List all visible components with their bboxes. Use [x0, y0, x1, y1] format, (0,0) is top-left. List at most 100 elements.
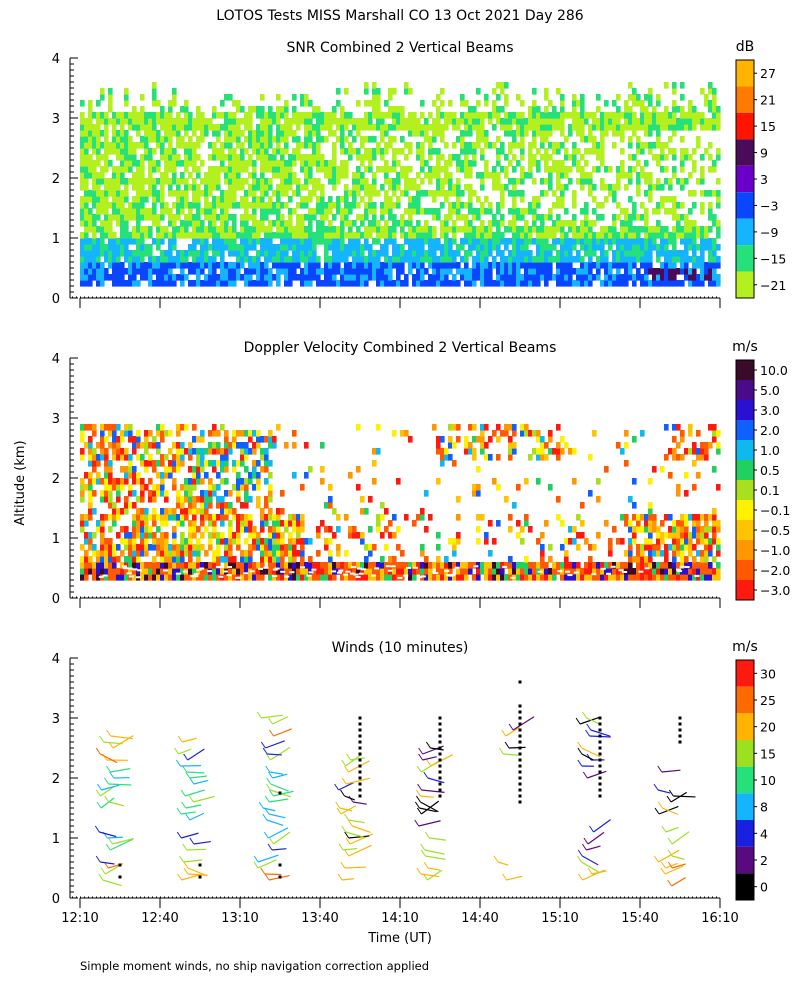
doppler-cell	[484, 568, 489, 575]
snr-cell	[168, 274, 173, 281]
snr-cell	[708, 238, 713, 245]
snr-cell	[188, 142, 193, 149]
snr-cell	[120, 148, 125, 155]
snr-cell	[588, 124, 593, 131]
snr-cell	[496, 226, 501, 233]
doppler-cell	[144, 484, 149, 491]
snr-cell	[128, 214, 133, 221]
snr-cell	[488, 208, 493, 215]
snr-cell	[412, 262, 417, 269]
doppler-cell	[124, 454, 129, 461]
snr-cell	[464, 142, 469, 149]
snr-cell	[212, 208, 217, 215]
snr-cell	[84, 196, 89, 203]
snr-cell	[292, 106, 297, 113]
snr-cell	[660, 262, 665, 269]
snr-cell	[228, 112, 233, 119]
snr-cell	[644, 238, 649, 245]
snr-cell	[240, 148, 245, 155]
snr-cell	[252, 160, 257, 167]
snr-cell	[488, 142, 493, 149]
snr-cell	[416, 256, 421, 263]
snr-cell	[500, 184, 505, 191]
snr-cell	[204, 196, 209, 203]
doppler-cell	[208, 532, 213, 539]
snr-cell	[276, 262, 281, 269]
snr-cell	[516, 160, 521, 167]
snr-cell	[164, 160, 169, 167]
doppler-cell	[520, 562, 525, 569]
snr-cell	[700, 256, 705, 263]
doppler-cell	[264, 478, 269, 485]
snr-cell	[568, 256, 573, 263]
snr-cell	[676, 178, 681, 185]
snr-cell	[468, 220, 473, 227]
doppler-cell	[508, 574, 513, 581]
snr-cell	[624, 124, 629, 131]
snr-cell	[508, 130, 513, 137]
snr-cell	[100, 202, 105, 209]
snr-cell	[124, 220, 129, 227]
snr-cell	[172, 214, 177, 221]
snr-cell	[360, 262, 365, 269]
snr-cell	[432, 250, 437, 257]
snr-cell	[668, 178, 673, 185]
snr-cell	[612, 184, 617, 191]
snr-cell	[512, 130, 517, 137]
doppler-cell	[200, 454, 205, 461]
doppler-cell	[216, 514, 221, 521]
doppler-cell	[160, 430, 165, 437]
snr-cell	[484, 274, 489, 281]
doppler-cell	[200, 514, 205, 521]
snr-cell	[220, 262, 225, 269]
doppler-cell	[436, 568, 441, 575]
snr-cell	[324, 232, 329, 239]
doppler-cell	[352, 562, 357, 569]
snr-cell	[184, 142, 189, 149]
snr-cell	[480, 154, 485, 161]
snr-cell	[568, 124, 573, 131]
snr-cell	[460, 130, 465, 137]
snr-cell	[128, 232, 133, 239]
doppler-cell	[100, 520, 105, 527]
snr-cell	[700, 238, 705, 245]
snr-cell	[472, 118, 477, 125]
doppler-cell	[252, 460, 257, 467]
snr-cell	[468, 124, 473, 131]
snr-cell	[516, 118, 521, 125]
doppler-cell	[220, 496, 225, 503]
snr-cell	[636, 172, 641, 179]
snr-cell	[464, 268, 469, 275]
doppler-cell	[420, 544, 425, 551]
doppler-cell	[548, 574, 553, 581]
doppler-cell	[296, 514, 301, 521]
doppler-cell	[572, 478, 577, 485]
doppler-cell	[132, 478, 137, 485]
snr-cell	[576, 238, 581, 245]
snr-cell	[348, 148, 353, 155]
snr-cell	[280, 250, 285, 257]
doppler-cell	[140, 532, 145, 539]
doppler-cell	[588, 544, 593, 551]
snr-cell	[128, 274, 133, 281]
snr-cell	[232, 190, 237, 197]
doppler-cell	[228, 556, 233, 563]
snr-cell	[704, 148, 709, 155]
doppler-cell	[552, 574, 557, 581]
doppler-cell	[280, 556, 285, 563]
snr-cell	[636, 148, 641, 155]
snr-cell	[100, 166, 105, 173]
snr-cell	[336, 172, 341, 179]
snr-cell	[224, 238, 229, 245]
snr-cell	[196, 106, 201, 113]
snr-cell	[572, 160, 577, 167]
doppler-cell	[584, 538, 589, 545]
snr-cell	[272, 232, 277, 239]
snr-cell	[104, 208, 109, 215]
snr-cell	[696, 226, 701, 233]
snr-cell	[468, 166, 473, 173]
doppler-cell	[80, 562, 85, 569]
snr-cell	[332, 256, 337, 263]
doppler-cell	[176, 448, 181, 455]
snr-cell	[492, 256, 497, 263]
